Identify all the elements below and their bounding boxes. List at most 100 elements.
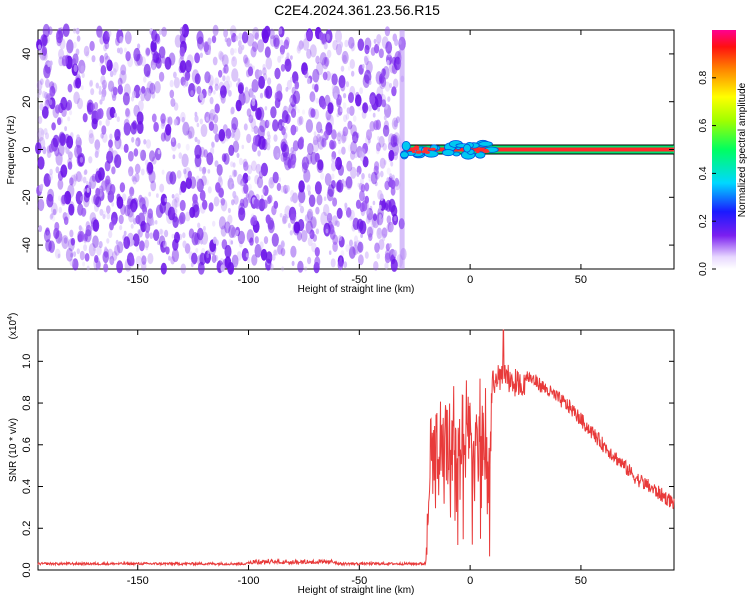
heatmap-cell [160, 132, 166, 142]
heatmap-cell [162, 240, 167, 248]
heatmap-cell [248, 63, 253, 72]
heatmap-cell [324, 173, 332, 186]
heatmap-cell [388, 224, 393, 232]
heatmap-cell [344, 39, 349, 48]
heatmap-cell [360, 183, 366, 193]
heatmap-cell [131, 197, 139, 211]
heatmap-cell [368, 80, 372, 85]
heatmap-cell [270, 263, 274, 271]
band-blob [463, 143, 472, 153]
heatmap-cell [347, 66, 351, 71]
heatmap-cell [382, 66, 390, 80]
heatmap-cell [282, 215, 287, 225]
heatmap-cell [202, 225, 206, 232]
heatmap-cell [145, 230, 150, 239]
heatmap-cell [387, 96, 391, 102]
heatmap-cell [42, 23, 50, 38]
heatmap-cell [116, 196, 124, 209]
heatmap-cell [70, 174, 77, 187]
heatmap-cell [220, 94, 226, 104]
snr-x-tick-label: -150 [127, 575, 149, 587]
heatmap-cell [298, 115, 304, 125]
heatmap-cell [84, 252, 90, 262]
heatmap-cell [69, 258, 74, 267]
heatmap-cell [80, 65, 85, 73]
heatmap-cell [390, 186, 396, 196]
heatmap-cell [262, 67, 267, 76]
heatmap-cell [122, 92, 130, 106]
heatmap-cell [79, 250, 85, 261]
heatmap-cell [314, 247, 320, 257]
heatmap-cell [159, 201, 166, 214]
heatmap-cell [393, 56, 402, 71]
band-blob [442, 149, 455, 157]
heatmap-cell [359, 178, 364, 186]
heatmap-cell [194, 154, 202, 168]
heatmap-cell [129, 186, 135, 197]
heatmap-cell [195, 180, 200, 188]
heatmap-cell [361, 148, 366, 156]
heatmap-cell [365, 60, 373, 74]
heatmap-cell [304, 70, 309, 79]
heatmap-cell [304, 266, 308, 272]
heatmap-cell [246, 133, 252, 144]
heatmap-cell [246, 256, 251, 264]
heatmap-cell [325, 33, 330, 41]
heatmap-cell [220, 264, 225, 273]
heatmap-cell [393, 132, 401, 147]
heatmap-cell [134, 53, 141, 67]
heatmap-cell [230, 30, 234, 36]
heatmap-cell [301, 162, 308, 174]
heatmap-cell [228, 90, 232, 97]
heatmap-cell [88, 181, 92, 189]
heatmap-cell [127, 209, 131, 214]
heatmap-cell [262, 199, 268, 209]
heatmap-cell [78, 225, 82, 231]
heatmap-cell [71, 58, 77, 66]
heatmap-cell [147, 82, 151, 88]
svg-text:(x104): (x104) [7, 313, 19, 340]
heatmap-cell [391, 86, 397, 97]
heatmap-cell [244, 86, 249, 93]
heatmap-cell [133, 104, 140, 117]
heatmap-cell [381, 36, 389, 49]
heatmap-cell [185, 60, 192, 73]
heatmap-cell [395, 116, 400, 124]
heatmap-cell [209, 112, 215, 123]
snr-x-tick-label: -100 [238, 575, 260, 587]
heatmap-cell [144, 159, 149, 166]
heatmap-cell [199, 252, 206, 266]
heatmap-cell [214, 77, 220, 86]
heatmap-cell [61, 55, 68, 67]
heatmap-cell [341, 50, 349, 65]
snr-x-ticks: -150 -100 -50 0 50 [127, 330, 587, 587]
heatmap-cell [70, 237, 76, 246]
heatmap-cell [83, 233, 88, 242]
heatmap-cell [244, 57, 249, 65]
heatmap-cell [93, 193, 100, 206]
snr-y-axis-label: SNR (10 * v/v) [8, 418, 19, 482]
heatmap-cell [200, 239, 204, 245]
heatmap-cell [384, 180, 390, 191]
heatmap-cell [214, 160, 219, 168]
heatmap-cell [164, 229, 169, 238]
heatmap-cell [169, 79, 174, 88]
heatmap-cell [251, 160, 257, 172]
heatmap-cell [364, 182, 370, 192]
heatmap-cell [49, 97, 56, 110]
heatmap-cell [197, 227, 204, 241]
heatmap-cell [225, 128, 232, 139]
heatmap-cell [383, 115, 387, 121]
heatmap-cell [318, 31, 324, 41]
heatmap-cell [150, 180, 157, 192]
heatmap-cell [290, 160, 296, 169]
heatmap-cell [51, 215, 56, 222]
heatmap-cell [123, 143, 129, 153]
heatmap-cell [335, 29, 342, 43]
heatmap-cell [80, 228, 85, 235]
heatmap-cell [312, 139, 319, 153]
heatmap-cell [379, 157, 386, 169]
heatmap-cell [170, 256, 175, 265]
heatmap-cell [114, 112, 118, 118]
heatmap-cell [216, 164, 223, 176]
